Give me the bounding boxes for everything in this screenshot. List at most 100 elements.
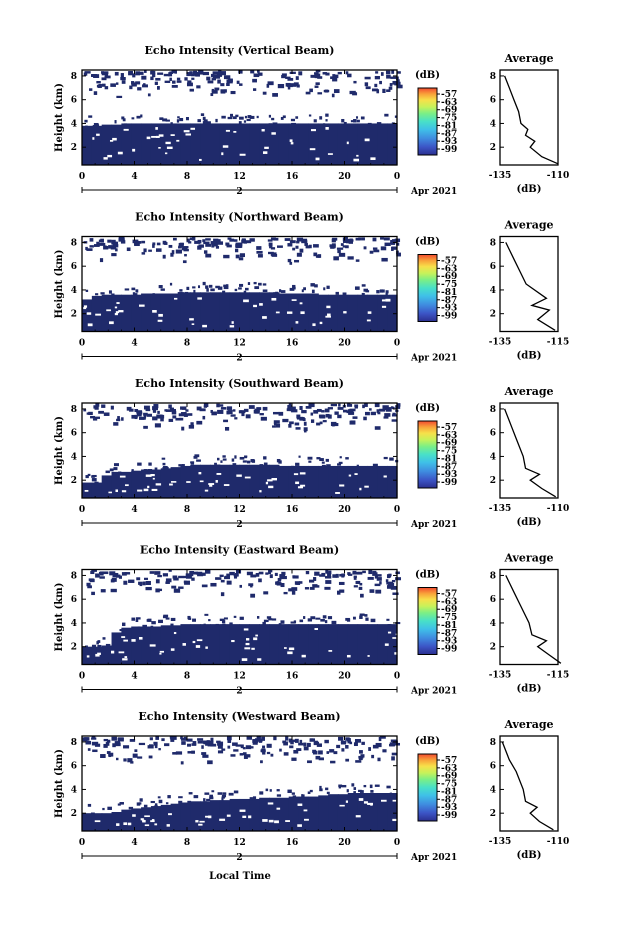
echo-cell xyxy=(252,739,258,743)
echo-cell xyxy=(203,250,208,254)
echo-cell xyxy=(287,404,292,409)
echo-cell xyxy=(346,403,353,407)
echo-cell xyxy=(144,70,147,73)
echo-cell xyxy=(100,589,106,593)
echo-cell xyxy=(199,408,206,412)
echo-region xyxy=(209,624,221,665)
echo-cell xyxy=(175,417,182,421)
gap-cell xyxy=(122,658,128,661)
gap-cell xyxy=(96,133,100,136)
echo-cell xyxy=(168,72,173,77)
echo-cell xyxy=(106,751,111,754)
echo-cell xyxy=(217,409,224,414)
echo-cell xyxy=(171,70,176,74)
echo-cell xyxy=(384,413,391,417)
echo-cell xyxy=(358,789,362,793)
colorbar-tick-label: -75 xyxy=(441,613,457,623)
x-tick-label: 8 xyxy=(184,172,190,182)
echo-cell xyxy=(150,70,154,74)
echo-cell xyxy=(349,90,356,95)
gap-cell xyxy=(291,299,297,301)
echo-cell xyxy=(391,246,398,250)
echo-cell xyxy=(329,749,335,753)
echo-cell xyxy=(194,454,200,458)
echo-cell xyxy=(157,796,161,799)
gap-cell xyxy=(150,474,155,477)
echo-cell xyxy=(314,72,319,75)
echo-cell xyxy=(111,241,117,245)
echo-cell xyxy=(204,613,209,616)
echo-region xyxy=(229,624,241,665)
gap-cell xyxy=(155,127,158,130)
echo-cell xyxy=(345,745,349,749)
echo-cell xyxy=(221,794,227,798)
colorbar-tick-label: -63 xyxy=(441,431,457,441)
echo-cell xyxy=(199,572,206,576)
echo-cell xyxy=(362,570,366,574)
echo-cell xyxy=(287,85,291,90)
echo-cell xyxy=(168,418,174,422)
colorbar-tick-label: -87 xyxy=(441,462,457,472)
echo-cell xyxy=(138,71,144,75)
echo-cell xyxy=(110,83,116,87)
echo-cell xyxy=(185,574,192,579)
echo-cell xyxy=(376,290,380,294)
gap-cell xyxy=(339,804,345,807)
echo-cell xyxy=(326,285,330,289)
echo-cell xyxy=(356,116,359,119)
echo-cell xyxy=(144,577,149,580)
echo-cell xyxy=(321,572,326,576)
echo-cell xyxy=(131,414,137,419)
echo-cell xyxy=(248,405,255,409)
echo-cell xyxy=(273,736,277,741)
echo-cell xyxy=(289,287,295,291)
echo-cell xyxy=(239,116,244,120)
echo-region xyxy=(160,123,172,165)
echo-cell xyxy=(294,422,300,426)
echo-region xyxy=(160,468,172,498)
echo-cell xyxy=(213,238,219,243)
gap-cell xyxy=(139,304,145,307)
gap-cell xyxy=(199,480,204,483)
echo-cell xyxy=(220,83,225,87)
heatmap xyxy=(82,569,402,665)
echo-cell xyxy=(289,421,294,425)
echo-cell xyxy=(391,246,394,251)
gap-cell xyxy=(309,148,316,151)
echo-cell xyxy=(234,455,237,459)
gap-cell xyxy=(205,646,208,649)
echo-cell xyxy=(180,736,183,740)
echo-cell xyxy=(226,406,233,410)
echo-cell xyxy=(306,742,311,747)
echo-cell xyxy=(85,125,88,129)
echo-cell xyxy=(137,462,142,466)
echo-cell xyxy=(157,575,162,578)
echo-cell xyxy=(321,461,325,464)
echo-cell xyxy=(162,240,167,245)
y-tick-label: 8 xyxy=(71,238,77,248)
colorbar-tick-label: -99 xyxy=(441,145,457,155)
echo-cell xyxy=(93,244,100,247)
echo-cell xyxy=(301,794,305,798)
x-tick-label: 12 xyxy=(233,672,246,682)
colorbar-tick-label: -69 xyxy=(441,272,457,282)
gap-cell xyxy=(304,818,309,821)
echo-cell xyxy=(188,617,192,620)
echo-cell xyxy=(136,577,141,581)
echo-cell xyxy=(219,618,225,622)
echo-cell xyxy=(119,802,124,805)
echo-cell xyxy=(177,116,180,119)
echo-cell xyxy=(352,416,358,419)
echo-region xyxy=(288,796,300,831)
echo-cell xyxy=(154,81,158,85)
gap-cell xyxy=(325,315,331,318)
echo-region xyxy=(209,123,221,165)
echo-cell xyxy=(129,85,133,90)
echo-region xyxy=(190,292,201,332)
echo-cell xyxy=(249,238,255,242)
echo-cell xyxy=(315,70,319,73)
echo-cell xyxy=(222,623,226,627)
echo-cell xyxy=(234,248,239,253)
echo-cell xyxy=(315,82,320,86)
colorbar-tick-label: -93 xyxy=(441,470,457,480)
